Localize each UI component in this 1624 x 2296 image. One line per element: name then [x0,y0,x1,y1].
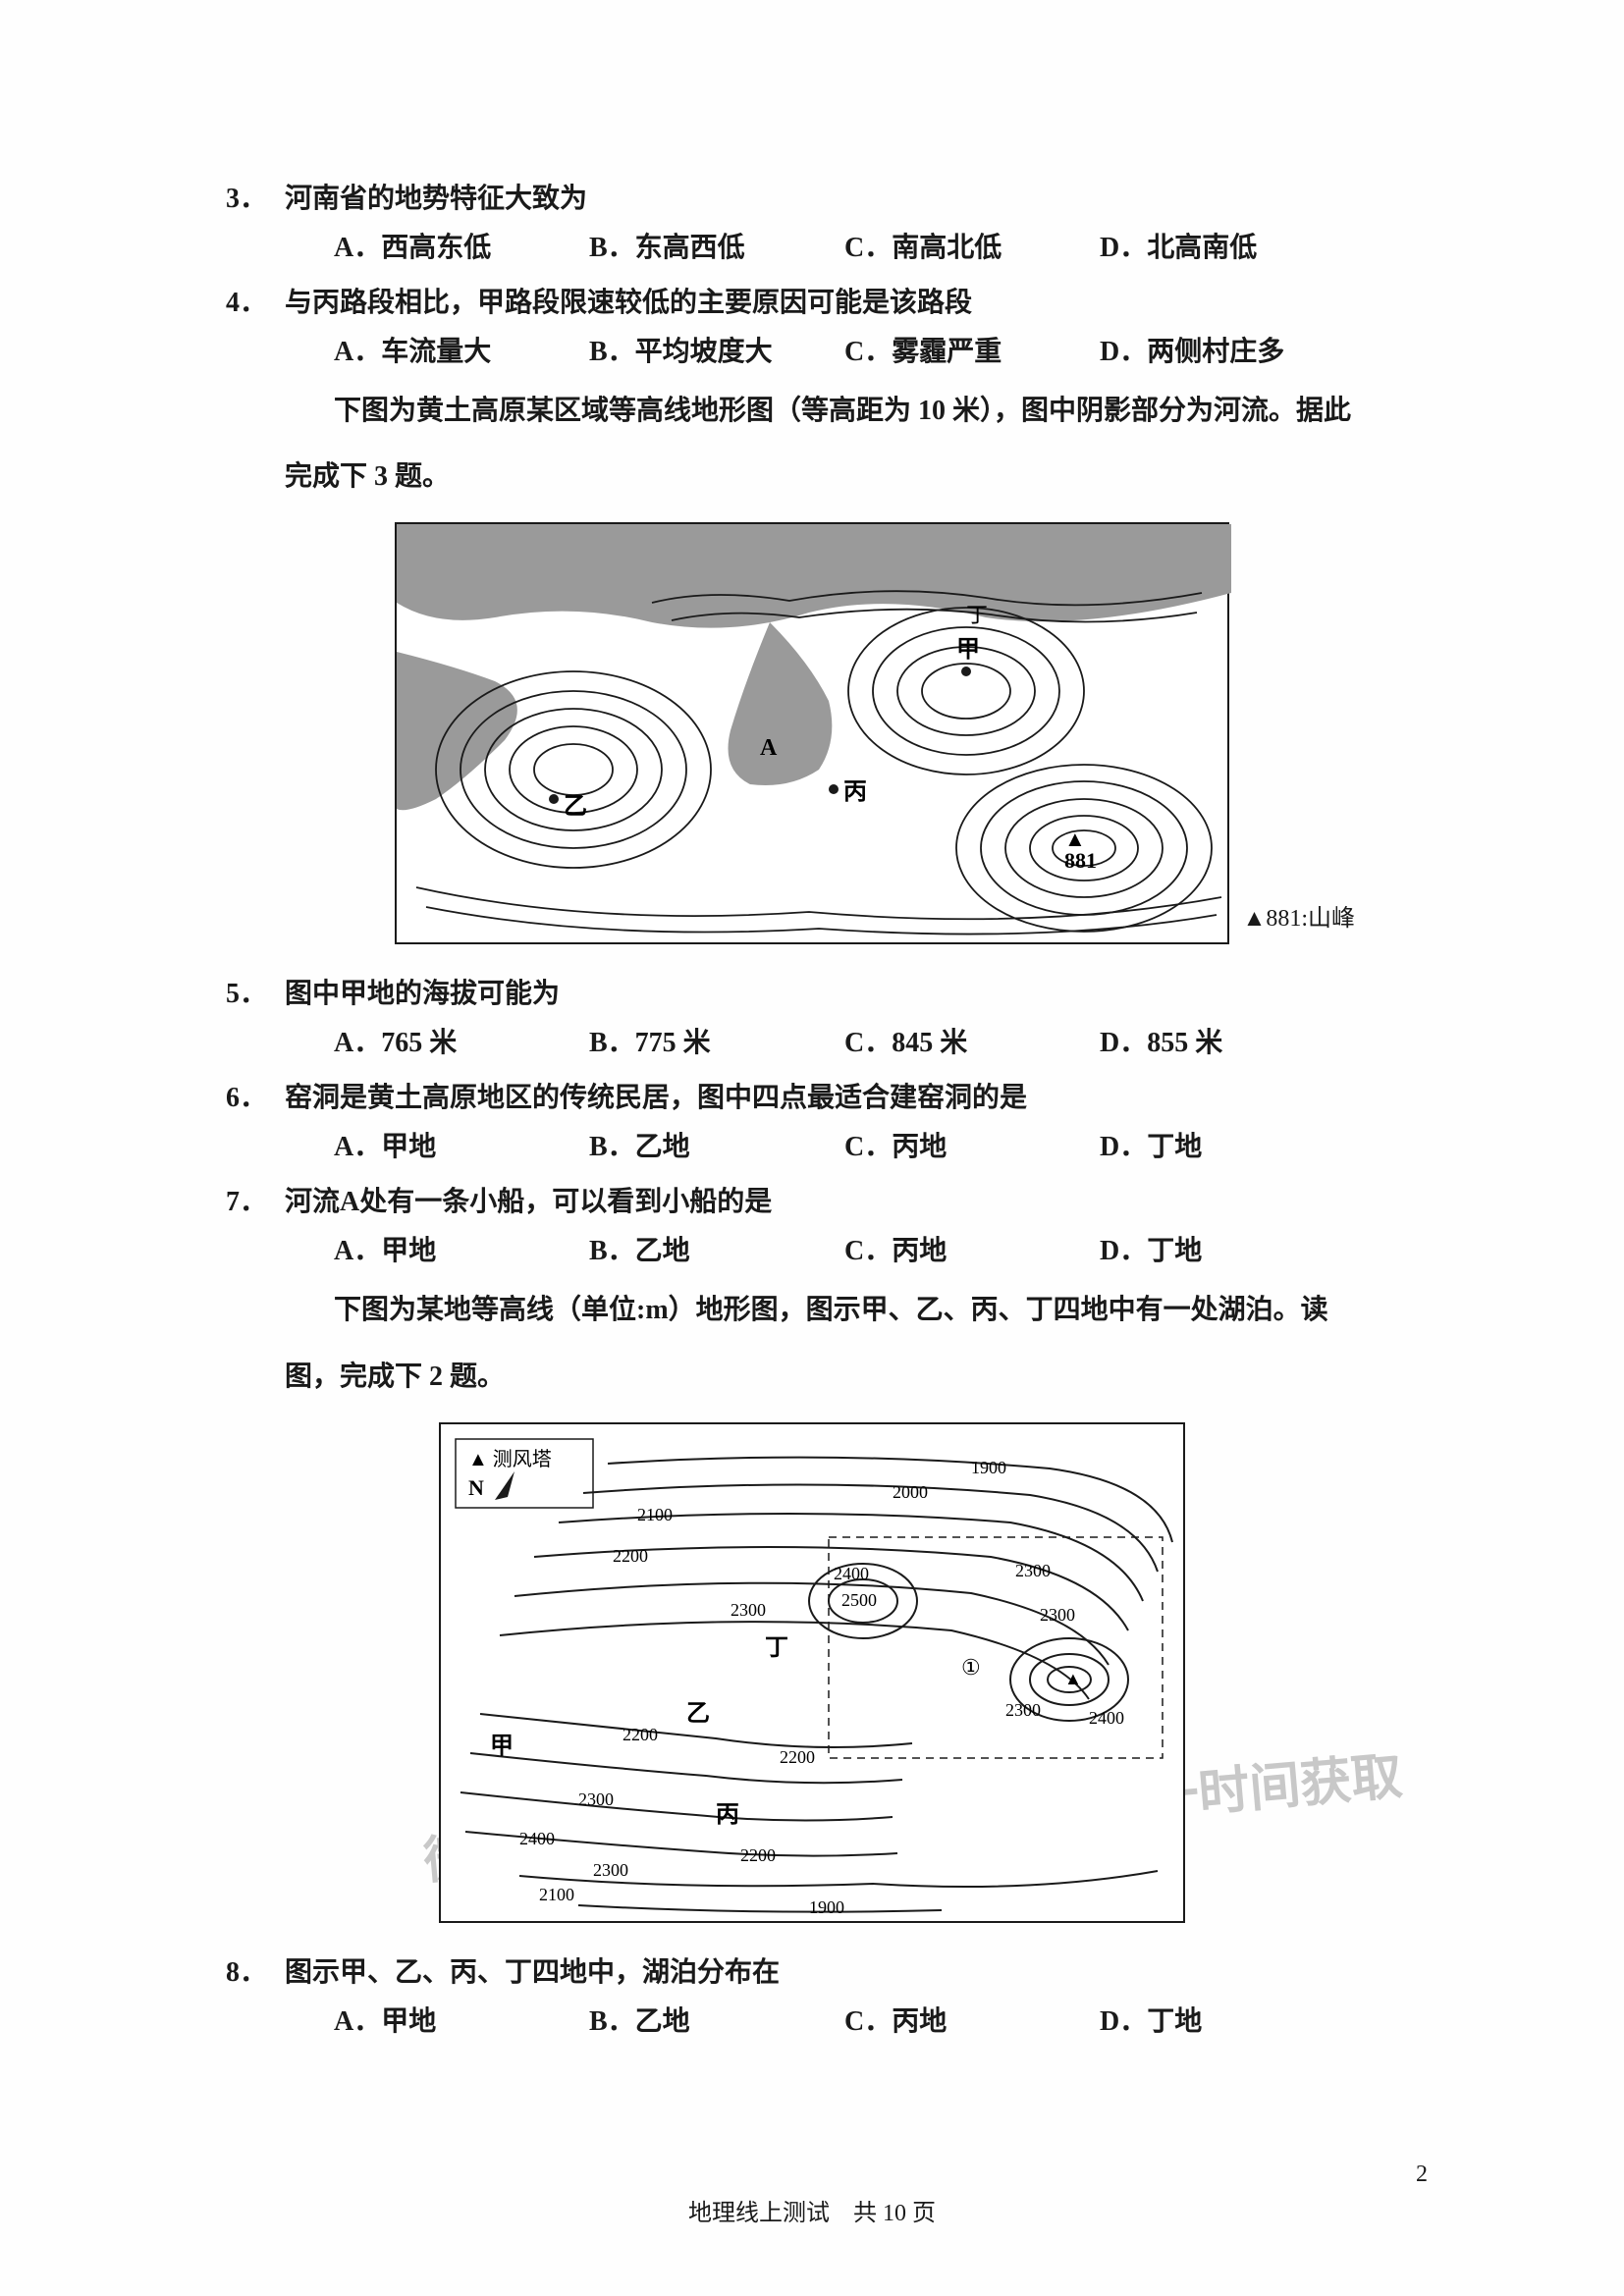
figure2-container: ▲ 测风塔 N [226,1422,1398,1923]
q4-number: 4． [226,281,285,320]
figure1-peak-legend: ▲881:山峰 [1243,898,1355,933]
north-label: N [468,1475,484,1500]
point-ding-label: 丁 [966,603,988,627]
point-jia2-label: 甲 [490,1734,514,1759]
contour-2300e: 2300 [578,1789,614,1809]
q4-opt-a: A．车流量大 [334,330,589,369]
intro2-line2: 图，完成下 2 题。 [285,1351,1398,1403]
point-yi-label: 乙 [564,794,587,820]
river-top [397,524,1231,628]
q3-opt-c: C．南高北低 [844,226,1100,265]
river-mid [729,622,833,785]
tower-symbol: ▲ [1064,1669,1082,1688]
point-bing-dot [829,784,839,794]
q5-opt-a: A．765 米 [334,1021,589,1060]
contour-2000: 2000 [893,1482,928,1502]
north-arrow [495,1471,514,1500]
q3-opt-b: B．东高西低 [589,226,844,265]
point-jia-dot [961,667,971,676]
q3-text: 河南省的地势特征大致为 [285,177,1398,216]
q7-opt-a: A．甲地 [334,1229,589,1268]
q8-number: 8． [226,1950,285,1990]
figure2-contour-map: ▲ 测风塔 N [439,1422,1185,1923]
intro1-line1: 下图为黄土高原某区域等高线地形图（等高距为 10 米），图中阴影部分为河流。据此 [226,385,1398,437]
q8-opt-c: C．丙地 [844,2000,1100,2039]
q7-opt-c: C．丙地 [844,1229,1100,1268]
contour-2300f: 2300 [593,1860,628,1880]
q7-text: 河流A处有一条小船，可以看到小船的是 [285,1180,1398,1219]
q4-opt-c: C．雾霾严重 [844,330,1100,369]
intro2-line1: 下图为某地等高线（单位:m）地形图，图示甲、乙、丙、丁四地中有一处湖泊。读 [226,1284,1398,1336]
point-one-label: ① [961,1655,981,1680]
q4-text: 与丙路段相比，甲路段限速较低的主要原因可能是该路段 [285,281,1398,320]
peak-value: 881 [1064,848,1097,873]
contour-2300a: 2300 [731,1600,766,1620]
q8-opt-a: A．甲地 [334,2000,589,2039]
q6-text: 窑洞是黄土高原地区的传统民居，图中四点最适合建窑洞的是 [285,1076,1398,1115]
contour-2200: 2200 [613,1546,648,1566]
q6-options: A．甲地 B．乙地 C．丙地 D．丁地 [226,1125,1398,1164]
contour-2400a: 2400 [834,1564,869,1583]
point-yi-dot [549,794,559,804]
contour-2400b: 2400 [1089,1708,1124,1728]
q5-number: 5． [226,972,285,1011]
q7-opt-b: B．乙地 [589,1229,844,1268]
q6-number: 6． [226,1076,285,1115]
q4-options: A．车流量大 B．平均坡度大 C．雾霾严重 D．两侧村庄多 [226,330,1398,369]
intro1-line2: 完成下 3 题。 [285,451,1398,503]
contour-1900b: 1900 [809,1897,844,1917]
figure1-svg: 甲 乙 丙 A ▲ 881 丁 [397,524,1231,946]
contour-2300d: 2300 [1005,1700,1041,1720]
contour-2200b: 2200 [623,1725,658,1744]
contour-2200c: 2200 [780,1747,815,1767]
q7-number: 7． [226,1180,285,1219]
point-bing2-label: 丙 [716,1802,739,1828]
q6-opt-a: A．甲地 [334,1125,589,1164]
q8-opt-d: D．丁地 [1100,2000,1355,2039]
q6-opt-b: B．乙地 [589,1125,844,1164]
q5-opt-d: D．855 米 [1100,1021,1355,1060]
contour-2500: 2500 [841,1590,877,1610]
q5-opt-b: B．775 米 [589,1021,844,1060]
q8-text: 图示甲、乙、丙、丁四地中，湖泊分布在 [285,1950,1398,1990]
q3-number: 3． [226,177,285,216]
q7-opt-d: D．丁地 [1100,1229,1355,1268]
river-left [397,652,517,810]
q7-options: A．甲地 B．乙地 C．丙地 D．丁地 [226,1229,1398,1268]
q6-opt-c: C．丙地 [844,1125,1100,1164]
q4-opt-b: B．平均坡度大 [589,330,844,369]
point-bing-label: 丙 [843,779,867,805]
contour-2300b: 2300 [1015,1561,1051,1580]
q5-text: 图中甲地的海拔可能为 [285,972,1398,1011]
q6-opt-d: D．丁地 [1100,1125,1355,1164]
legend-tower: ▲ 测风塔 [468,1448,552,1470]
contour-2400c: 2400 [519,1829,555,1848]
q8-opt-b: B．乙地 [589,2000,844,2039]
contour-2100b: 2100 [539,1885,574,1904]
page-number: 2 [1416,2162,1428,2188]
q3-options: A．西高东低 B．东高西低 C．南高北低 D．北高南低 [226,226,1398,265]
figure1-contour-map: 甲 乙 丙 A ▲ 881 丁 ▲881:山峰 [395,522,1229,944]
figure1-container: 甲 乙 丙 A ▲ 881 丁 ▲881:山峰 [226,522,1398,944]
q5-opt-c: C．845 米 [844,1021,1100,1060]
q4-opt-d: D．两侧村庄多 [1100,330,1355,369]
point-jia-label: 甲 [956,637,980,663]
point-yi2-label: 乙 [686,1701,710,1727]
point-ding2-label: 丁 [765,1635,788,1661]
q3-opt-d: D．北高南低 [1100,226,1355,265]
contour-2200d: 2200 [740,1845,776,1865]
q8-options: A．甲地 B．乙地 C．丙地 D．丁地 [226,2000,1398,2039]
q3-opt-a: A．西高东低 [334,226,589,265]
point-a-label: A [760,735,778,761]
contour-2300c: 2300 [1040,1605,1075,1625]
contour-1900: 1900 [971,1458,1006,1477]
figure2-svg: ▲ 测风塔 N [441,1424,1187,1925]
q5-options: A．765 米 B．775 米 C．845 米 D．855 米 [226,1021,1398,1060]
contour-2100: 2100 [637,1505,673,1524]
footer-text: 地理线上测试 共 10 页 [0,2193,1624,2227]
